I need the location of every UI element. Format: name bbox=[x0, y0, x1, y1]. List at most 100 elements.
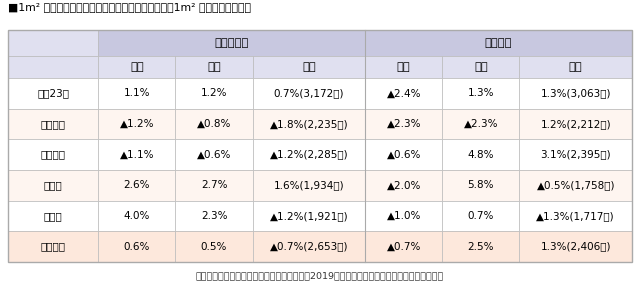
Text: 出典：「首都圏の居住用賃貸物件成約動向（2019年１月、２月、３月）」アットホーム調べ: 出典：「首都圏の居住用賃貸物件成約動向（2019年１月、２月、３月）」アットホー… bbox=[196, 271, 444, 280]
Bar bbox=[520, 231, 632, 262]
Text: 1.6%(1,934円): 1.6%(1,934円) bbox=[273, 180, 344, 190]
Bar bbox=[99, 109, 175, 139]
Text: 1.2%: 1.2% bbox=[201, 88, 227, 98]
Text: アパート: アパート bbox=[485, 38, 512, 48]
Text: ▲1.2%(2,285円): ▲1.2%(2,285円) bbox=[269, 150, 348, 160]
Text: マンション: マンション bbox=[214, 38, 249, 48]
Bar bbox=[99, 30, 365, 56]
Text: ▲2.3%: ▲2.3% bbox=[387, 119, 421, 129]
Bar bbox=[8, 109, 99, 139]
Bar bbox=[99, 170, 175, 201]
Bar bbox=[8, 231, 99, 262]
Text: 千葉県: 千葉県 bbox=[44, 211, 63, 221]
Bar bbox=[442, 56, 520, 78]
Bar bbox=[8, 170, 99, 201]
Text: 0.7%: 0.7% bbox=[468, 211, 494, 221]
Text: ▲0.6%: ▲0.6% bbox=[197, 150, 231, 160]
Text: 2.6%: 2.6% bbox=[124, 180, 150, 190]
Text: 1.3%(2,406円): 1.3%(2,406円) bbox=[541, 242, 611, 252]
Bar bbox=[175, 201, 253, 231]
Bar bbox=[442, 231, 520, 262]
Text: ▲1.8%(2,235円): ▲1.8%(2,235円) bbox=[269, 119, 348, 129]
Bar bbox=[442, 201, 520, 231]
Text: 2.5%: 2.5% bbox=[468, 242, 494, 252]
Bar bbox=[253, 201, 365, 231]
Bar bbox=[520, 170, 632, 201]
Bar bbox=[253, 231, 365, 262]
Text: 0.6%: 0.6% bbox=[124, 242, 150, 252]
Text: 神奈川県: 神奈川県 bbox=[40, 150, 66, 160]
Bar bbox=[365, 139, 442, 170]
Bar bbox=[520, 56, 632, 78]
Bar bbox=[442, 109, 520, 139]
Text: ▲1.3%(1,717円): ▲1.3%(1,717円) bbox=[536, 211, 615, 221]
Bar bbox=[175, 170, 253, 201]
Bar bbox=[253, 170, 365, 201]
Bar bbox=[8, 201, 99, 231]
Bar bbox=[520, 78, 632, 109]
Text: ▲1.2%(1,921円): ▲1.2%(1,921円) bbox=[269, 211, 348, 221]
Bar bbox=[520, 139, 632, 170]
Text: 2.3%: 2.3% bbox=[201, 211, 227, 221]
Bar bbox=[99, 56, 175, 78]
Text: ３月: ３月 bbox=[569, 62, 582, 72]
Text: 5.8%: 5.8% bbox=[468, 180, 494, 190]
Text: ▲0.5%(1,758円): ▲0.5%(1,758円) bbox=[536, 180, 615, 190]
Bar bbox=[365, 30, 632, 56]
Text: 1.3%: 1.3% bbox=[468, 88, 494, 98]
Bar bbox=[365, 231, 442, 262]
Bar bbox=[520, 201, 632, 231]
Text: 4.8%: 4.8% bbox=[468, 150, 494, 160]
Text: ▲0.7%: ▲0.7% bbox=[387, 242, 421, 252]
Bar bbox=[99, 139, 175, 170]
Bar bbox=[99, 201, 175, 231]
Text: ▲0.6%: ▲0.6% bbox=[387, 150, 421, 160]
Bar bbox=[175, 78, 253, 109]
Bar bbox=[175, 109, 253, 139]
Bar bbox=[365, 170, 442, 201]
Bar bbox=[365, 109, 442, 139]
Text: ▲2.4%: ▲2.4% bbox=[387, 88, 421, 98]
Text: １月: １月 bbox=[130, 62, 144, 72]
Bar bbox=[253, 56, 365, 78]
Text: 4.0%: 4.0% bbox=[124, 211, 150, 221]
Text: ▲2.0%: ▲2.0% bbox=[387, 180, 421, 190]
Bar bbox=[253, 109, 365, 139]
Bar bbox=[8, 139, 99, 170]
Text: 1.3%(3,063円): 1.3%(3,063円) bbox=[541, 88, 611, 98]
Text: 0.5%: 0.5% bbox=[201, 242, 227, 252]
Text: 首都圏計: 首都圏計 bbox=[40, 242, 66, 252]
Text: ■1m² あたり成約賃料の前年同月比　（カッコ内：1m² あたり成約賃料）: ■1m² あたり成約賃料の前年同月比 （カッコ内：1m² あたり成約賃料） bbox=[8, 2, 251, 12]
Bar bbox=[253, 78, 365, 109]
Bar bbox=[520, 109, 632, 139]
Text: 東京23区: 東京23区 bbox=[37, 88, 69, 98]
Bar bbox=[175, 231, 253, 262]
Bar bbox=[8, 30, 632, 262]
Bar bbox=[365, 78, 442, 109]
Text: １月: １月 bbox=[397, 62, 411, 72]
Bar bbox=[8, 56, 99, 78]
Bar bbox=[8, 30, 99, 56]
Bar bbox=[175, 139, 253, 170]
Text: 0.7%(3,172円): 0.7%(3,172円) bbox=[274, 88, 344, 98]
Bar bbox=[442, 78, 520, 109]
Text: 1.2%(2,212円): 1.2%(2,212円) bbox=[540, 119, 611, 129]
Bar bbox=[99, 78, 175, 109]
Text: ２月: ２月 bbox=[474, 62, 488, 72]
Text: 1.1%: 1.1% bbox=[124, 88, 150, 98]
Text: ▲0.7%(2,653円): ▲0.7%(2,653円) bbox=[269, 242, 348, 252]
Bar bbox=[365, 201, 442, 231]
Bar bbox=[8, 78, 99, 109]
Text: ▲1.2%: ▲1.2% bbox=[120, 119, 154, 129]
Text: 東京都下: 東京都下 bbox=[40, 119, 66, 129]
Bar bbox=[175, 56, 253, 78]
Text: 3.1%(2,395円): 3.1%(2,395円) bbox=[540, 150, 611, 160]
Text: ▲2.3%: ▲2.3% bbox=[463, 119, 498, 129]
Bar bbox=[365, 56, 442, 78]
Text: ▲0.8%: ▲0.8% bbox=[197, 119, 231, 129]
Text: ２月: ２月 bbox=[207, 62, 221, 72]
Text: ３月: ３月 bbox=[302, 62, 316, 72]
Bar bbox=[99, 231, 175, 262]
Bar bbox=[442, 139, 520, 170]
Text: 2.7%: 2.7% bbox=[201, 180, 227, 190]
